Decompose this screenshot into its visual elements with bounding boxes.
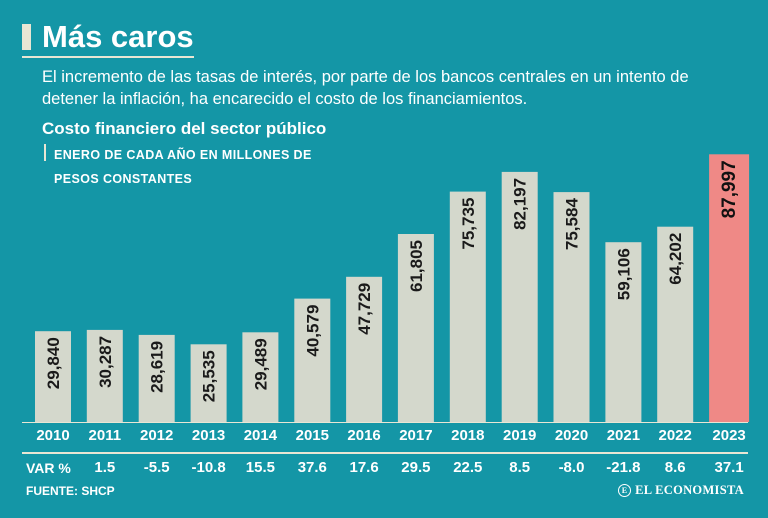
var-value-2016: 17.6 [349,459,379,476]
var-value-2022: 8.6 [664,459,686,476]
bar-2019 [501,171,538,422]
bar-2017 [397,234,434,422]
value-label-2018: 75,735 [459,198,478,250]
unit-separator [44,144,46,161]
value-label-2017: 61,805 [407,240,426,292]
brand-logo: E EL ECONOMISTA [618,482,744,498]
source-note: FUENTE: SHCP [26,484,115,498]
year-label-2016: 2016 [347,427,381,444]
year-label-2018: 2018 [451,427,485,444]
bar-2012 [138,334,175,422]
unit-line-1: ENERO DE CADA AÑO EN MILLONES DE [54,148,312,162]
var-value-2018: 22.5 [453,459,483,476]
bar-2014 [242,332,279,422]
var-value-2013: -10.8 [191,459,226,476]
year-label-2017: 2017 [399,427,433,444]
var-value-2015: 37.6 [297,459,327,476]
value-label-2010: 29,840 [44,337,63,389]
bar-2016 [346,276,383,422]
var-value-2021: -21.8 [606,459,641,476]
bar-2015 [294,298,331,422]
brand-name: EL ECONOMISTA [635,483,744,497]
year-label-2012: 2012 [140,427,174,444]
title-accent-bar [22,24,31,50]
var-value-2014: 15.5 [245,459,275,476]
year-label-2011: 2011 [88,427,122,444]
year-label-2022: 2022 [658,427,692,444]
value-label-2023: 87,997 [719,160,740,218]
year-label-2013: 2013 [191,427,226,444]
value-label-2016: 47,729 [355,283,374,335]
var-value-2011: 1.5 [94,459,116,476]
brand-mark-icon: E [618,483,632,497]
var-value-2023: 37.1 [714,459,744,476]
title-underline [22,56,194,58]
chart-title: Costo financiero del sector público [42,119,327,138]
value-label-2012: 28,619 [148,341,167,393]
row-separator [22,452,748,454]
bar-2011 [86,329,123,422]
var-value-2020: -8.0 [558,459,585,476]
year-label-2014: 2014 [243,427,278,444]
var-value-2019: 8.5 [509,459,531,476]
lede-text: El incremento de las tasas de interés, p… [42,68,689,108]
value-label-2020: 75,584 [563,198,582,251]
x-axis-line [22,422,748,423]
bar-2020 [553,192,590,422]
bar-2013 [190,344,227,422]
bar-2021 [605,242,642,422]
year-label-2019: 2019 [503,427,537,444]
value-label-2021: 59,106 [614,248,633,300]
year-label-2023: 2023 [712,427,746,444]
unit-line-2: PESOS CONSTANTES [54,172,193,186]
var-row-label: VAR % [26,460,71,476]
bar-2010 [35,331,71,422]
value-label-2011: 30,287 [96,336,115,388]
year-label-2010: 2010 [36,427,70,444]
bar-2023 [709,154,750,423]
page-title: Más caros [42,19,194,54]
bar-2022 [657,226,694,422]
value-label-2014: 29,489 [251,338,270,390]
var-value-2012: -5.5 [143,459,170,476]
value-label-2019: 82,197 [511,178,530,230]
year-label-2015: 2015 [295,427,329,444]
year-label-2020: 2020 [554,427,589,444]
var-value-2017: 29.5 [401,459,431,476]
chart-unit-note: ENERO DE CADA AÑO EN MILLONES DE PESOS C… [54,143,354,191]
year-label-2021: 2021 [606,427,641,444]
value-label-2015: 40,579 [303,305,322,357]
value-label-2022: 64,202 [666,233,685,285]
bar-2018 [449,191,486,422]
value-label-2013: 25,535 [200,350,219,402]
